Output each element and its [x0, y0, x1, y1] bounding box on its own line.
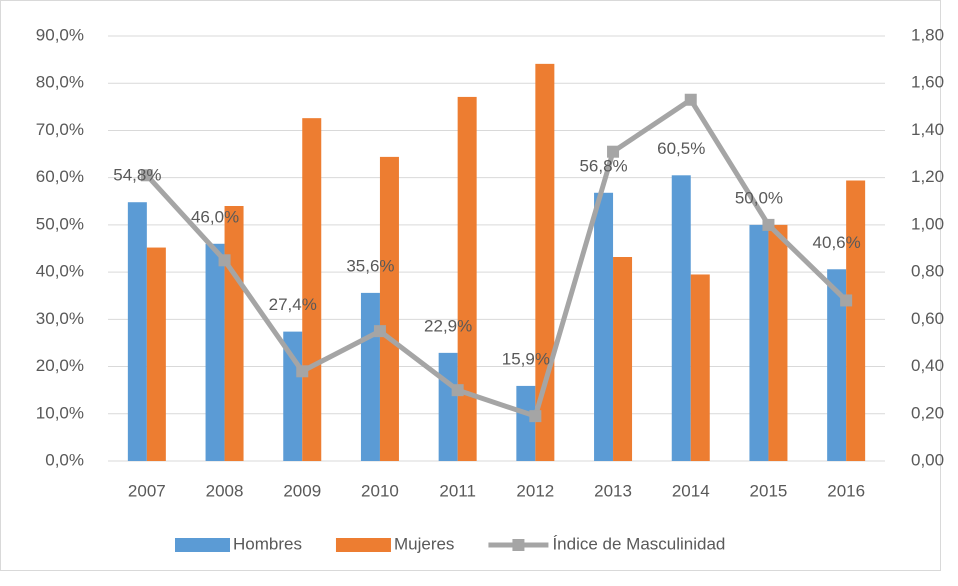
- bar: [749, 224, 769, 461]
- x-tick-label: 2010: [361, 481, 399, 500]
- y-tick-label: 30,0%: [36, 309, 84, 328]
- data-label: 54,8%: [113, 166, 161, 185]
- line-marker: [218, 254, 231, 267]
- y2-tick-label: 1,40: [911, 120, 944, 139]
- y2-tick-label: 0,20: [911, 403, 944, 422]
- bar: [768, 224, 788, 461]
- data-label: 40,6%: [813, 233, 861, 252]
- x-tick-label: 2011: [439, 481, 476, 500]
- legend-marker: [512, 539, 525, 551]
- legend-label: Mujeres: [394, 534, 454, 553]
- x-tick-label: 2014: [672, 481, 710, 500]
- data-label: 56,8%: [579, 156, 627, 175]
- line-marker: [140, 169, 153, 182]
- line-marker: [607, 145, 620, 158]
- y-tick-label: 40,0%: [36, 262, 84, 281]
- bar: [127, 202, 147, 461]
- y2-tick-label: 1,00: [911, 214, 944, 233]
- bar: [690, 274, 710, 461]
- y-tick-label: 20,0%: [36, 356, 84, 375]
- y2-tick-label: 0,80: [911, 262, 944, 281]
- y2-tick-label: 1,60: [911, 73, 944, 92]
- y-tick-label: 90,0%: [36, 25, 84, 44]
- bar: [846, 180, 866, 461]
- legend-label: Hombres: [233, 534, 302, 553]
- x-tick-label: 2015: [750, 481, 788, 500]
- y-tick-label: 80,0%: [36, 73, 84, 92]
- bar: [671, 175, 691, 462]
- x-tick-label: 2013: [594, 481, 632, 500]
- bar: [827, 269, 847, 461]
- legend-swatch: [175, 538, 230, 552]
- bar: [224, 206, 244, 461]
- line-marker: [373, 325, 386, 338]
- bar: [205, 243, 225, 461]
- y-tick-label: 50,0%: [36, 214, 84, 233]
- bar: [594, 192, 614, 461]
- data-label: 27,4%: [269, 295, 317, 314]
- y-tick-label: 70,0%: [36, 120, 84, 139]
- y2-tick-label: 0,60: [911, 309, 944, 328]
- bar: [146, 247, 166, 461]
- y2-tick-label: 0,00: [911, 450, 944, 469]
- legend-label: Índice de Masculinidad: [552, 534, 725, 553]
- bar: [457, 96, 477, 462]
- y-tick-label: 0,0%: [45, 450, 84, 469]
- data-label: 46,0%: [191, 207, 239, 226]
- data-label: 22,9%: [424, 316, 472, 335]
- bar: [516, 385, 536, 461]
- x-tick-label: 2007: [128, 481, 166, 500]
- bar: [379, 156, 399, 461]
- line: [145, 97, 848, 419]
- y-tick-label: 60,0%: [36, 167, 84, 186]
- line-marker: [296, 365, 309, 378]
- x-tick-label: 2016: [827, 481, 865, 500]
- line-marker: [684, 93, 697, 106]
- bar: [613, 257, 633, 461]
- y2-tick-label: 1,80: [911, 25, 944, 44]
- data-label: 50,0%: [735, 188, 783, 207]
- x-tick-label: 2009: [283, 481, 321, 500]
- y2-tick-label: 0,40: [911, 356, 944, 375]
- x-tick-label: 2008: [206, 481, 244, 500]
- bar: [438, 352, 458, 461]
- y2-tick-label: 1,20: [911, 167, 944, 186]
- data-label: 35,6%: [346, 256, 394, 275]
- data-label: 15,9%: [502, 349, 550, 368]
- x-tick-label: 2012: [516, 481, 554, 500]
- bar: [360, 292, 380, 461]
- data-label: 60,5%: [657, 139, 705, 158]
- legend-swatch: [335, 538, 391, 552]
- line-marker: [529, 410, 542, 423]
- line-marker: [840, 294, 853, 307]
- line-marker: [762, 218, 775, 231]
- y-tick-label: 10,0%: [36, 403, 84, 422]
- bar: [302, 118, 322, 462]
- line-marker: [451, 384, 464, 397]
